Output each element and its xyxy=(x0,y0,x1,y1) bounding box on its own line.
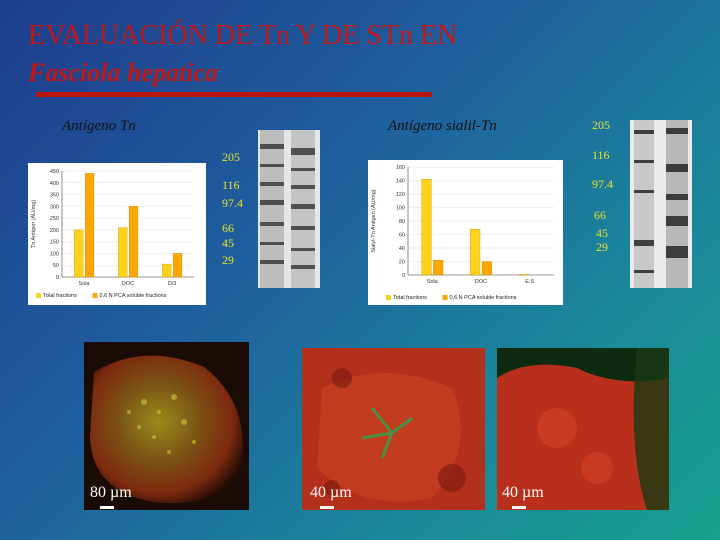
marker-left-116: 116 xyxy=(222,178,240,192)
tn-chart-ytick-label: 400 xyxy=(50,181,59,187)
stn-chart-bar-2-0 xyxy=(518,274,529,276)
tn-antigen-chart: Tn Antigen (AU/mg) 0 50 100 150 200 250 300 350 4… xyxy=(28,163,206,305)
label-tn-antigen: Antígeno Tn xyxy=(62,118,136,134)
tn-chart-ytick-label: 150 xyxy=(50,240,59,246)
marker-right-116: 116 xyxy=(592,148,610,162)
stn-chart-ytick-label: 100 xyxy=(396,206,405,212)
micrograph-3 xyxy=(497,348,669,510)
western-blot-sialyl-tn xyxy=(630,120,692,288)
stn-chart-legend-label-0: Total fractions xyxy=(393,295,427,301)
marker-left-66: 66 xyxy=(222,221,234,235)
tn-chart-ytick-label: 50 xyxy=(53,263,59,269)
tn-chart-xtick-label: DOC xyxy=(122,281,134,287)
tn-chart-ytick-label: 0 xyxy=(56,275,59,281)
sialyl-tn-antigen-chart: Sialyl-Tn Antigen (AU/mg) 0 20 40 60 80 100 120… xyxy=(368,160,563,305)
scale-bar-1 xyxy=(100,506,114,509)
marker-left-205: 205 xyxy=(222,150,240,164)
stn-chart-legend-swatch-1 xyxy=(442,295,448,300)
marker-right-97-4: 97.4 xyxy=(592,177,613,191)
marker-right-45: 45 xyxy=(596,226,608,240)
tn-chart-ytick-label: 300 xyxy=(50,204,59,210)
stn-chart-ytick-label: 0 xyxy=(402,273,405,279)
stn-chart-xtick-label: Sola xyxy=(427,279,439,285)
stn-chart-xtick-label: DOC xyxy=(475,279,487,285)
tn-chart-bar-1-0 xyxy=(118,227,128,278)
tn-chart-legend-label-0: Total fractions xyxy=(43,293,77,299)
tn-chart-legend-label-1: 0,6 N PCA soluble fractions xyxy=(100,293,167,299)
tn-chart-legend-swatch-1 xyxy=(92,293,98,298)
stn-chart-bar-0-1 xyxy=(433,260,444,276)
marker-right-205: 205 xyxy=(592,118,610,132)
tn-chart-bar-0-1 xyxy=(84,173,95,278)
tn-chart-bar-2-0 xyxy=(162,263,172,278)
scale-bar-label-2: 40 µm xyxy=(310,484,352,501)
tn-chart-ytick-label: 250 xyxy=(50,216,59,222)
stn-chart-ylabel: Sialyl-Tn Antigen (AU/mg) xyxy=(371,189,377,252)
tn-chart-ytick-label: 350 xyxy=(50,193,59,199)
scale-bar-label-1: 80 µm xyxy=(90,484,132,501)
stn-chart-ytick-label: 120 xyxy=(396,192,405,198)
stn-chart-ytick-label: 160 xyxy=(396,165,405,171)
tn-chart-bar-2-1 xyxy=(172,253,183,278)
title-underline xyxy=(36,92,432,97)
tn-antigen-chart-svg: Tn Antigen (AU/mg) 0 50 100 150 200 250 300 350 4… xyxy=(31,169,194,299)
stn-chart-bar-0-0 xyxy=(421,178,432,276)
sialyl-tn-antigen-chart-svg: Sialyl-Tn Antigen (AU/mg) 0 20 40 60 80 100 120… xyxy=(371,165,554,301)
micrograph-1 xyxy=(84,342,249,510)
title-line-2: Fasciola hepatica xyxy=(28,58,218,87)
tn-chart-ytick-label: 100 xyxy=(50,251,59,257)
stn-chart-ytick-label: 140 xyxy=(396,179,405,185)
label-sialyl-tn-antigen: Antígeno sialil-Tn xyxy=(388,118,497,134)
tn-chart-ylabel: Tn Antigen (AU/mg) xyxy=(31,200,37,248)
stn-chart-bar-1-1 xyxy=(481,261,492,276)
stn-chart-legend-label-1: 0,6 N PCA soluble fractions xyxy=(450,295,517,301)
stn-chart-bar-1-0 xyxy=(470,228,481,276)
tn-chart-xtick-label: Sola xyxy=(78,281,90,287)
tn-chart-bar-1-1 xyxy=(128,206,139,278)
marker-right-29: 29 xyxy=(596,240,608,254)
tn-chart-xtick-label: D/3 xyxy=(168,281,177,287)
marker-left-45: 45 xyxy=(222,236,234,250)
micrograph-2 xyxy=(302,348,485,510)
western-blot-tn xyxy=(258,130,320,288)
marker-right-66: 66 xyxy=(594,208,606,222)
scale-bar-3 xyxy=(512,506,526,509)
tn-chart-legend-swatch-0 xyxy=(36,293,41,298)
title-line-1: EVALUACIÓN DE Tn Y DE STn EN xyxy=(28,20,458,51)
stn-chart-xtick-label: E.S xyxy=(525,279,534,285)
marker-left-29: 29 xyxy=(222,253,234,267)
stn-chart-ytick-label: 20 xyxy=(399,260,405,266)
tn-chart-ytick-label: 450 xyxy=(50,169,59,175)
stn-chart-ytick-label: 60 xyxy=(399,233,405,239)
scale-bar-2 xyxy=(320,506,334,509)
scale-bar-label-3: 40 µm xyxy=(502,484,544,501)
tn-chart-bar-0-0 xyxy=(74,229,84,278)
stn-chart-legend-swatch-0 xyxy=(386,295,391,300)
stn-chart-ytick-label: 80 xyxy=(399,219,405,225)
marker-left-97-4: 97.4 xyxy=(222,196,243,210)
tn-chart-ytick-label: 200 xyxy=(50,228,59,234)
stn-chart-ytick-label: 40 xyxy=(399,246,405,252)
